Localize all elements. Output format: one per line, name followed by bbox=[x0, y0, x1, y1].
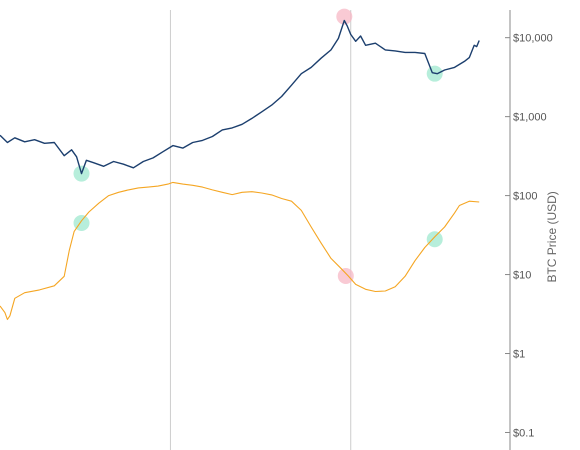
btc-price-line bbox=[0, 19, 480, 175]
annotation-high-marker bbox=[336, 8, 353, 25]
indicator-line bbox=[0, 181, 480, 321]
annotation-high-marker bbox=[337, 267, 354, 284]
y-axis: $10,000 $1,000 $100 $10 $1 $0.1 bbox=[505, 10, 553, 450]
annotation-low-marker bbox=[426, 231, 443, 248]
y-tick-label: $1,000 bbox=[513, 112, 547, 124]
y-tick-label: $10 bbox=[513, 270, 531, 282]
y-axis-title: BTC Price (USD) bbox=[545, 191, 559, 282]
y-tick-label: $10,000 bbox=[513, 33, 553, 45]
vertical-markers bbox=[169, 10, 352, 450]
y-tick-label: $100 bbox=[513, 191, 537, 203]
y-tick-label: $1 bbox=[513, 349, 525, 361]
series-lines bbox=[0, 19, 480, 321]
y-tick-label: $0.1 bbox=[513, 427, 534, 439]
